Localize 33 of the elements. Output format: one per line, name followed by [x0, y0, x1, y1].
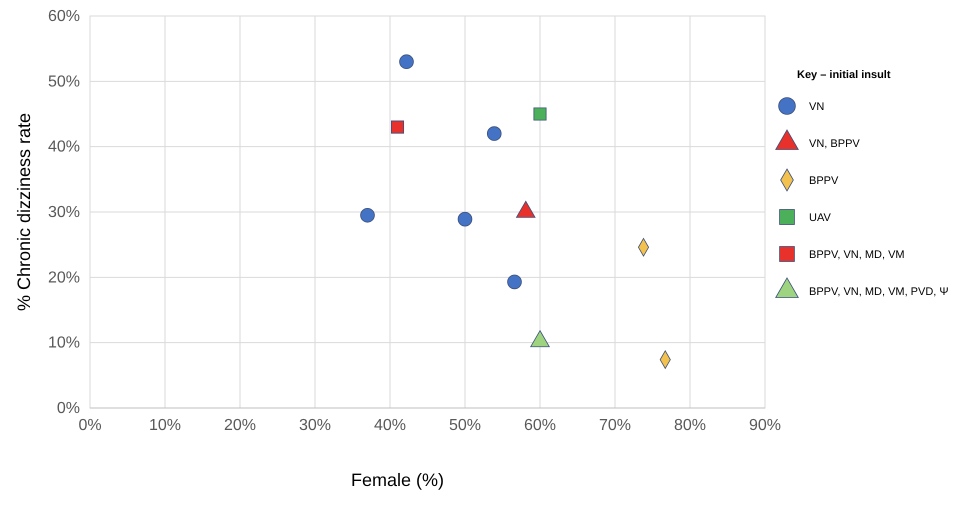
point — [458, 212, 472, 226]
point — [360, 208, 375, 223]
legend-label: BPPV, VN, MD, VM, PVD, Ψ — [809, 286, 949, 298]
x-tick-label: 0% — [78, 417, 102, 434]
legend-label: BPPV — [809, 175, 840, 187]
y-tick-label: 20% — [48, 269, 80, 286]
point — [507, 274, 522, 290]
x-axis-title: Female (%) — [350, 470, 444, 490]
point — [533, 107, 547, 121]
y-tick-label: 50% — [48, 73, 80, 90]
point — [390, 120, 404, 134]
y-tick-label: 60% — [48, 8, 80, 25]
x-tick-label: 50% — [448, 417, 482, 434]
x-tick-label: 70% — [598, 417, 632, 434]
legend-label: BPPV, VN, MD, VM — [809, 249, 905, 261]
x-tick-label: 30% — [298, 417, 332, 434]
point — [399, 54, 414, 70]
y-tick-label: 40% — [48, 138, 80, 156]
y-tick-label: 0% — [56, 400, 80, 417]
point — [486, 126, 502, 141]
legend-label: VN — [809, 101, 824, 113]
y-axis-title: % Chronic dizziness rate — [14, 112, 34, 312]
legend-title: Key – initial insult — [797, 69, 891, 81]
y-tick-label: 30% — [48, 204, 80, 221]
legend-label: UAV — [809, 212, 832, 224]
x-tick-label: 20% — [224, 417, 256, 434]
y-tick-label: 10% — [48, 334, 80, 352]
x-tick-label: 80% — [674, 417, 706, 434]
x-tick-label: 60% — [524, 417, 556, 434]
x-tick-label: 90% — [748, 417, 782, 434]
x-tick-label: 40% — [374, 417, 406, 434]
x-tick-label: 10% — [148, 417, 182, 434]
legend-label: VN, BPPV — [809, 138, 860, 150]
